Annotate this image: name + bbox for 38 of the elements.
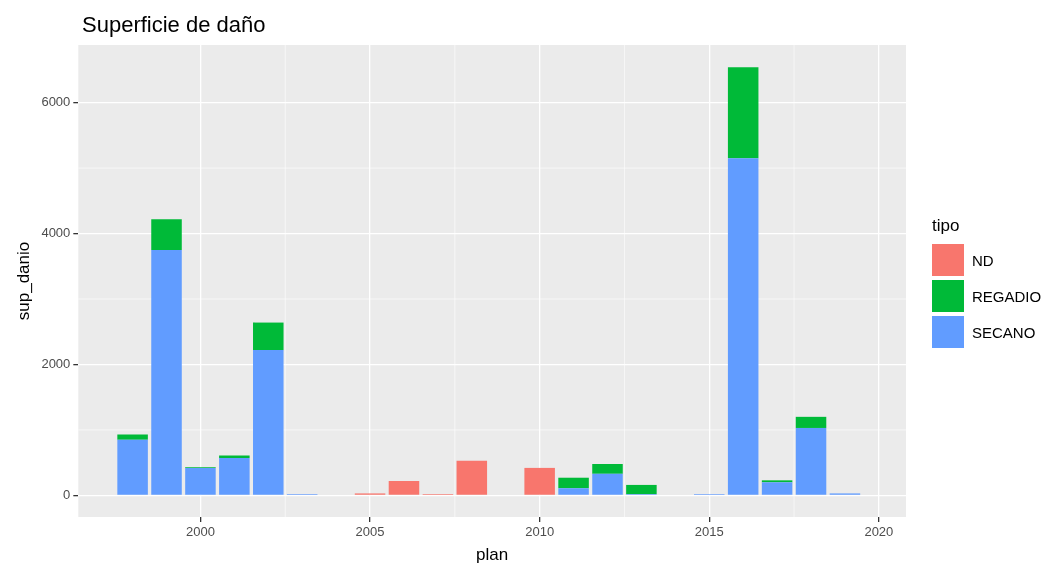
bar: [727, 158, 759, 495]
x-tick-label: 2020: [864, 524, 894, 540]
legend-label: REGADIO: [972, 287, 1042, 305]
bar: [151, 249, 182, 495]
bar: [592, 473, 623, 495]
bar: [185, 467, 216, 495]
bar: [727, 67, 759, 159]
x-tick-label: 2010: [525, 524, 555, 540]
bar: [795, 427, 827, 495]
legend-label: SECANO: [972, 323, 1036, 341]
x-tick-label: 2005: [355, 524, 385, 540]
bar: [524, 467, 555, 495]
bar: [117, 439, 148, 495]
bar: [253, 322, 284, 351]
legend-title: tipo: [932, 216, 961, 236]
y-tick-label: 2000: [41, 356, 71, 372]
bar: [456, 460, 488, 495]
bar: [388, 480, 420, 495]
bar: [117, 434, 148, 440]
bar: [219, 455, 250, 459]
bar: [253, 350, 284, 495]
x-tick-label: 2015: [694, 524, 724, 540]
bar: [558, 488, 589, 495]
y-tick-label: 6000: [41, 94, 71, 110]
x-axis-title: plan: [476, 545, 509, 565]
y-tick-label: 0: [63, 486, 71, 502]
legend-label: ND: [972, 251, 994, 269]
bar: [795, 416, 827, 428]
y-axis-title: sup_danio: [13, 241, 33, 321]
y-tick-label: 4000: [41, 225, 71, 241]
bar: [592, 463, 623, 474]
bar: [761, 482, 793, 495]
bar: [151, 219, 182, 250]
bar: [219, 458, 250, 495]
bar: [626, 484, 657, 495]
chart-title: Superficie de daño: [82, 12, 266, 38]
x-tick-label: 2000: [185, 524, 215, 540]
bar: [558, 477, 589, 489]
